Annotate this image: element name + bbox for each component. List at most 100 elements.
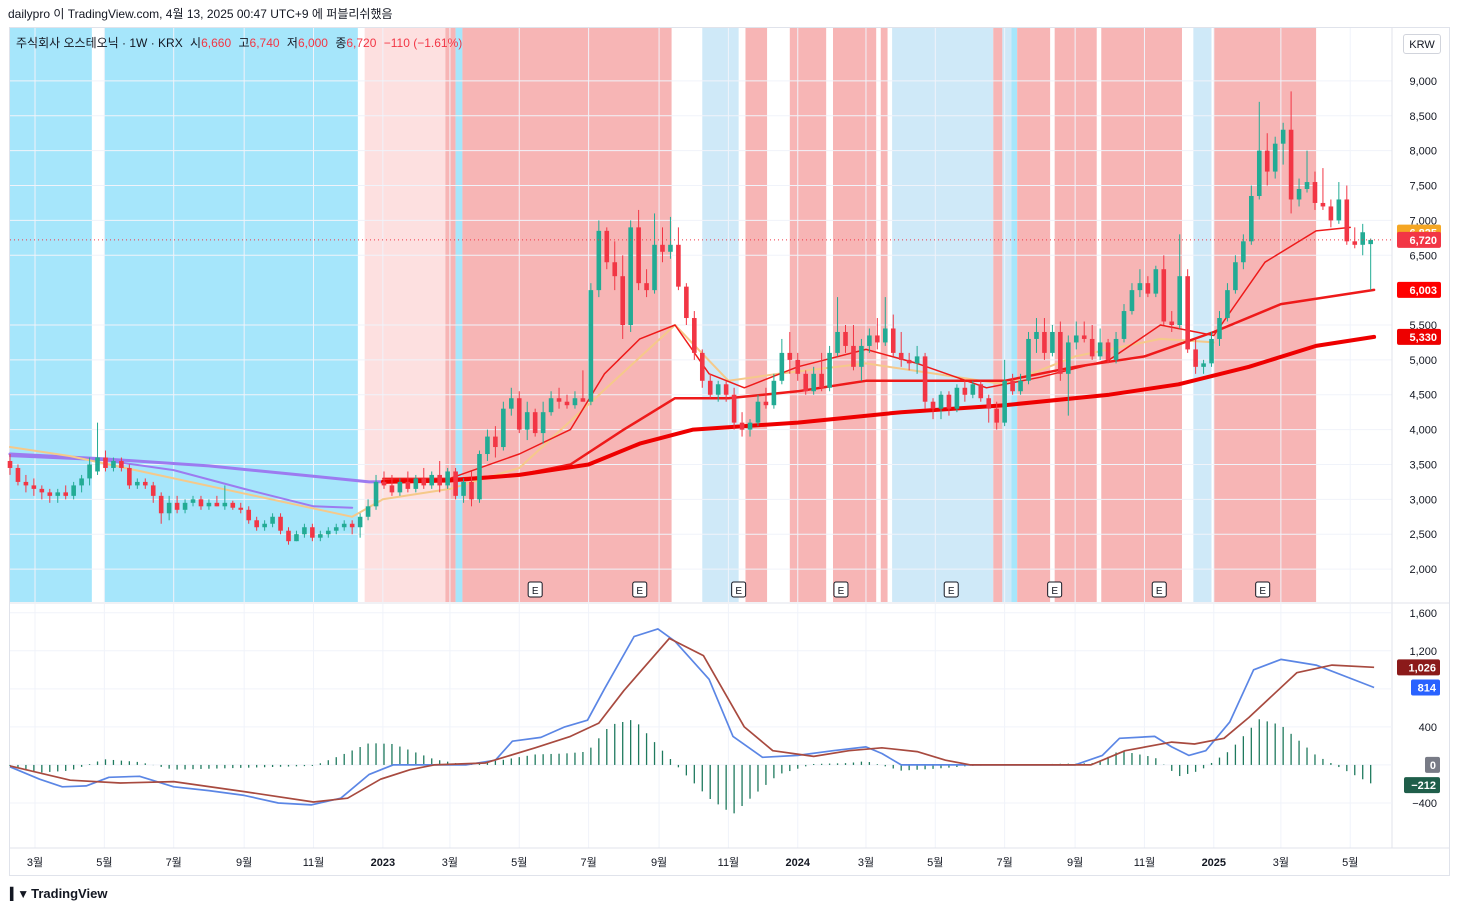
candle	[1209, 331, 1214, 367]
background-band	[1054, 28, 1097, 602]
candle	[835, 297, 840, 357]
candle	[357, 513, 363, 538]
earnings-marker-box	[1047, 581, 1063, 598]
time-tick-label: 3월	[442, 856, 458, 869]
candle	[692, 311, 697, 360]
candle	[612, 241, 618, 291]
candle-body	[843, 331, 848, 346]
time-tick-label: 9월	[1067, 856, 1083, 869]
candle	[914, 345, 920, 374]
currency-button[interactable]: KRW	[1403, 34, 1441, 54]
candle	[731, 387, 737, 430]
background-band	[462, 28, 672, 602]
candle	[1137, 269, 1143, 298]
candle	[142, 478, 148, 489]
time-tick-label: 2024	[786, 857, 811, 869]
candle-body	[771, 380, 777, 406]
candle-body	[540, 412, 546, 434]
time-tick-label: 7월	[997, 856, 1013, 869]
price-axis-label-text: 6,720	[1409, 235, 1437, 247]
candle-body	[819, 373, 824, 388]
candle	[55, 488, 61, 503]
time-tick-label: 11월	[303, 856, 325, 869]
macd-gridlines	[10, 612, 1392, 804]
candle-body	[294, 534, 299, 542]
candle	[994, 401, 999, 430]
candle	[1288, 91, 1294, 214]
background-band	[1002, 28, 1012, 602]
candle	[532, 408, 538, 437]
candle	[1320, 168, 1326, 210]
candle-body	[206, 502, 212, 507]
candle-body	[71, 485, 76, 496]
candle-body	[182, 502, 188, 510]
candle-body	[1121, 311, 1127, 339]
candle	[278, 513, 283, 535]
candle	[318, 530, 323, 542]
price-tick-label: 7,500	[1409, 181, 1437, 193]
candle	[119, 457, 124, 472]
price-tick-label: 4,000	[1409, 425, 1437, 437]
candle	[135, 478, 140, 489]
earnings-marker-label: E	[532, 586, 539, 597]
earnings-marker-label: E	[735, 586, 742, 597]
tradingview-brand[interactable]: ▍▼ TradingView	[10, 886, 107, 901]
candle-body	[1201, 363, 1206, 367]
candle	[827, 345, 832, 392]
macd-tick-label: 1,200	[1409, 646, 1437, 658]
candle	[230, 500, 236, 510]
candle-body	[1058, 331, 1063, 374]
candle-body	[835, 331, 840, 353]
candle-body	[262, 523, 267, 528]
candle-body	[1256, 150, 1262, 196]
candle-body	[898, 352, 904, 360]
candle-body	[636, 227, 641, 284]
earnings-marker: E	[1255, 581, 1271, 598]
price-tick-label: 8,000	[1409, 146, 1437, 158]
candle	[238, 502, 244, 514]
time-tick-label: 9월	[236, 856, 252, 869]
candle	[15, 464, 21, 486]
candle	[1296, 178, 1302, 207]
candle	[174, 495, 180, 514]
candle	[23, 474, 29, 493]
earnings-marker: E	[1151, 581, 1167, 598]
candle-body	[644, 283, 649, 291]
candle	[1121, 304, 1127, 343]
background-band	[1193, 28, 1212, 602]
candle	[413, 474, 419, 493]
earnings-marker-label: E	[636, 586, 643, 597]
moving-average-line	[380, 334, 1377, 484]
candle-body	[1050, 331, 1055, 353]
candle	[859, 338, 864, 381]
time-tick-label: 5월	[96, 856, 112, 869]
candle	[71, 481, 76, 500]
candle-body	[429, 474, 435, 486]
time-tick-label: 2025	[1202, 857, 1226, 869]
candle-body	[516, 398, 522, 430]
candle	[453, 467, 458, 500]
candle	[294, 530, 299, 542]
candle-body	[103, 457, 108, 468]
candle	[1169, 311, 1175, 332]
candle-body	[978, 384, 984, 399]
candle-body	[1209, 338, 1214, 364]
price-tick-label: 4,500	[1409, 390, 1437, 402]
candle	[198, 495, 204, 510]
candle	[429, 471, 435, 489]
candle	[222, 485, 228, 510]
candle	[1344, 185, 1350, 245]
time-tick-label: 5월	[511, 856, 527, 869]
candle	[906, 352, 912, 371]
candle-body	[1352, 241, 1358, 245]
candle	[7, 454, 13, 475]
candle	[755, 394, 761, 427]
low-label: 저	[286, 36, 298, 50]
time-axis: 3월 5월 7월 9월 11월 2023 3월 5월 7월 9월 11월 2024 3월 5월 7월 9월 11…	[27, 856, 1358, 869]
candle	[1010, 373, 1015, 395]
candle-body	[1368, 239, 1373, 245]
background-band	[10, 28, 92, 602]
candle	[660, 227, 665, 263]
